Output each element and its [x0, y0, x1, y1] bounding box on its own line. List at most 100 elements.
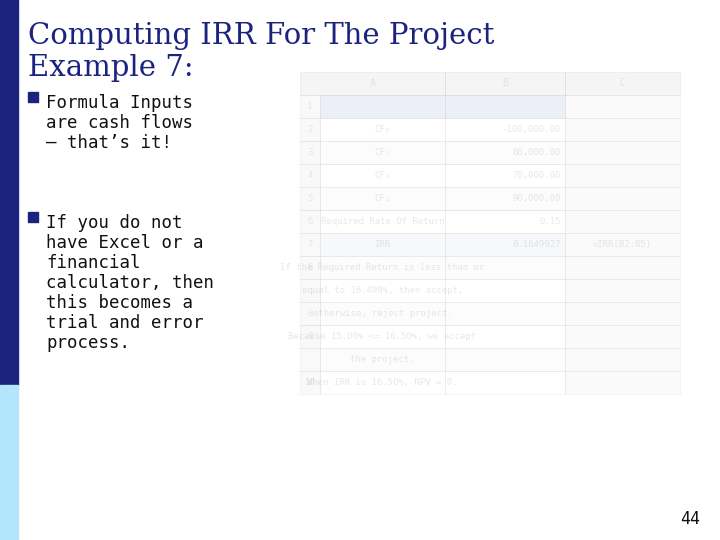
Text: Required Rate Of Return: Required Rate Of Return — [320, 217, 444, 226]
Text: financial: financial — [46, 254, 140, 272]
Bar — [445, 348, 565, 371]
Bar — [320, 348, 445, 371]
Bar — [320, 371, 445, 394]
Bar — [565, 279, 680, 302]
Bar — [320, 325, 445, 348]
Bar — [445, 210, 565, 233]
Bar — [320, 95, 445, 118]
Text: C: C — [620, 78, 626, 89]
Bar — [300, 348, 320, 371]
Text: trial and error: trial and error — [46, 314, 204, 332]
Bar — [445, 302, 565, 325]
Text: 7: 7 — [307, 240, 312, 249]
Text: If you do not: If you do not — [46, 214, 182, 232]
Bar — [0, 0, 18, 385]
Text: 10: 10 — [305, 378, 315, 387]
Bar — [565, 233, 680, 256]
Text: 70,000.00: 70,000.00 — [513, 171, 561, 180]
Text: 1: 1 — [307, 102, 312, 111]
Bar — [565, 72, 680, 95]
Bar — [300, 164, 320, 187]
Bar — [300, 141, 320, 164]
Bar — [300, 256, 320, 279]
Text: =IRR(B2:B5): =IRR(B2:B5) — [593, 240, 652, 249]
Text: 0.1649927: 0.1649927 — [513, 240, 561, 249]
Text: Example 7:: Example 7: — [28, 54, 194, 82]
Bar — [565, 256, 680, 279]
Text: process.: process. — [46, 334, 130, 352]
Bar — [445, 187, 565, 210]
Bar — [300, 187, 320, 210]
Bar — [565, 348, 680, 371]
Bar — [320, 187, 445, 210]
Text: Computing IRR For The Project: Computing IRR For The Project — [28, 22, 495, 50]
Text: If the Required Return is less than or: If the Required Return is less than or — [280, 263, 485, 272]
Text: CF₁: CF₁ — [374, 148, 390, 157]
Text: 2: 2 — [307, 125, 312, 134]
Text: otherwise, reject project.: otherwise, reject project. — [312, 309, 452, 318]
Bar — [28, 92, 38, 102]
Text: 8: 8 — [307, 309, 312, 318]
Text: CF₂: CF₂ — [374, 171, 390, 180]
Text: this becomes a: this becomes a — [46, 294, 193, 312]
Bar — [445, 279, 565, 302]
Bar — [300, 279, 320, 302]
Text: When IRR is 16.50%, NPV = 0.: When IRR is 16.50%, NPV = 0. — [307, 378, 458, 387]
Text: 0.15: 0.15 — [539, 217, 561, 226]
Text: 44: 44 — [680, 510, 700, 528]
Bar — [445, 371, 565, 394]
Text: have Excel or a: have Excel or a — [46, 234, 204, 252]
Bar — [445, 72, 565, 95]
Bar — [320, 256, 445, 279]
Bar — [300, 118, 320, 141]
Bar — [445, 95, 565, 118]
Text: 5: 5 — [307, 194, 312, 203]
Bar — [320, 141, 445, 164]
Bar — [565, 118, 680, 141]
Bar — [565, 187, 680, 210]
Bar — [300, 325, 320, 348]
Bar — [445, 325, 565, 348]
Text: Formula Inputs: Formula Inputs — [46, 94, 193, 112]
Bar — [565, 371, 680, 394]
Text: – that’s it!: – that’s it! — [46, 134, 172, 152]
Text: are cash flows: are cash flows — [46, 114, 193, 132]
Text: equal to 16.499%, then accept,: equal to 16.499%, then accept, — [302, 286, 463, 295]
Text: the project.: the project. — [350, 355, 415, 364]
Bar — [320, 279, 445, 302]
Bar — [445, 256, 565, 279]
Text: IRR: IRR — [374, 240, 390, 249]
Bar — [320, 210, 445, 233]
Text: 60,000.00: 60,000.00 — [513, 148, 561, 157]
Bar — [300, 72, 445, 95]
Bar — [300, 302, 320, 325]
Bar — [320, 302, 445, 325]
Bar — [300, 95, 320, 118]
Text: Project Cash Flows: Project Cash Flows — [334, 102, 431, 111]
Text: 90,000.00: 90,000.00 — [513, 194, 561, 203]
Bar — [300, 210, 320, 233]
Text: CF₀: CF₀ — [374, 125, 390, 134]
Bar — [445, 164, 565, 187]
Bar — [565, 164, 680, 187]
Bar — [445, 118, 565, 141]
Text: calculator, then: calculator, then — [46, 274, 214, 292]
Text: 9: 9 — [307, 332, 312, 341]
Bar — [320, 118, 445, 141]
Bar — [565, 302, 680, 325]
Text: -100,000.00: -100,000.00 — [502, 125, 561, 134]
Bar — [320, 164, 445, 187]
Bar — [300, 371, 320, 394]
Bar — [565, 141, 680, 164]
Text: 4: 4 — [307, 171, 312, 180]
Text: 6: 6 — [307, 217, 312, 226]
Text: A: A — [369, 78, 375, 89]
Text: 8: 8 — [307, 263, 312, 272]
Bar — [445, 233, 565, 256]
Text: CF₃: CF₃ — [374, 194, 390, 203]
Text: B: B — [502, 78, 508, 89]
Bar — [0, 385, 18, 540]
Text: 3: 3 — [307, 148, 312, 157]
Bar — [565, 325, 680, 348]
Bar — [300, 233, 320, 256]
